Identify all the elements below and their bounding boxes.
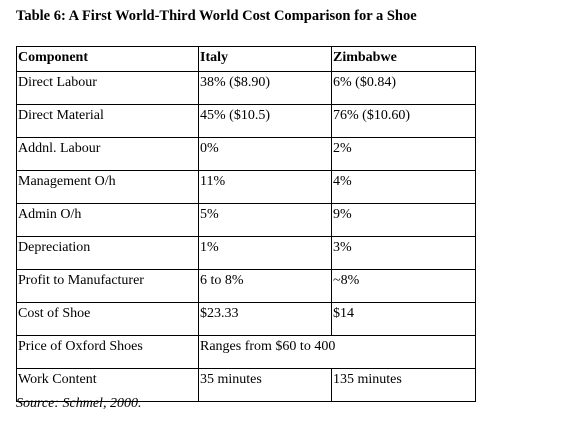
table-row: Direct Labour 38% ($8.90) 6% ($0.84) [16,71,476,105]
cell-italy: 5% [198,203,332,237]
table-title: Table 6: A First World-Third World Cost … [16,8,417,24]
cell-italy: 35 minutes [198,368,332,402]
cell-component: Depreciation [16,236,199,270]
table-row: Cost of Shoe $23.33 $14 [16,302,476,336]
table-header-row: Component Italy Zimbabwe [16,46,476,72]
cell-zimbabwe: 76% ($10.60) [331,104,476,138]
cell-italy: $23.33 [198,302,332,336]
cell-zimbabwe: 6% ($0.84) [331,71,476,105]
cell-merged-price-range: Ranges from $60 to 400 [198,335,476,369]
cell-zimbabwe: ~8% [331,269,476,303]
cell-zimbabwe: 9% [331,203,476,237]
table-row: Addnl. Labour 0% 2% [16,137,476,171]
cell-component: Management O/h [16,170,199,204]
cell-component: Addnl. Labour [16,137,199,171]
cell-italy: 1% [198,236,332,270]
table-row: Admin O/h 5% 9% [16,203,476,237]
header-italy: Italy [198,46,332,72]
cell-zimbabwe: 2% [331,137,476,171]
cell-component: Admin O/h [16,203,199,237]
cell-italy: 6 to 8% [198,269,332,303]
cell-zimbabwe: 3% [331,236,476,270]
cell-italy: 45% ($10.5) [198,104,332,138]
cell-component: Direct Material [16,104,199,138]
table-row: Depreciation 1% 3% [16,236,476,270]
table-row: Work Content 35 minutes 135 minutes [16,368,476,402]
table-row: Management O/h 11% 4% [16,170,476,204]
cell-italy: 38% ($8.90) [198,71,332,105]
cell-zimbabwe: 4% [331,170,476,204]
cost-comparison-table: Component Italy Zimbabwe Direct Labour 3… [16,46,476,402]
cell-component: Profit to Manufacturer [16,269,199,303]
cell-italy: 11% [198,170,332,204]
cell-component: Cost of Shoe [16,302,199,336]
source-citation: Source: Schmel, 2000. [16,396,142,411]
table-row: Direct Material 45% ($10.5) 76% ($10.60) [16,104,476,138]
header-component: Component [16,46,199,72]
table-row: Profit to Manufacturer 6 to 8% ~8% [16,269,476,303]
cell-zimbabwe: 135 minutes [331,368,476,402]
table-row: Price of Oxford Shoes Ranges from $60 to… [16,335,476,369]
cell-component: Work Content [16,368,199,402]
header-zimbabwe: Zimbabwe [331,46,476,72]
cell-component: Direct Labour [16,71,199,105]
cell-component: Price of Oxford Shoes [16,335,199,369]
cell-italy: 0% [198,137,332,171]
cell-zimbabwe: $14 [331,302,476,336]
